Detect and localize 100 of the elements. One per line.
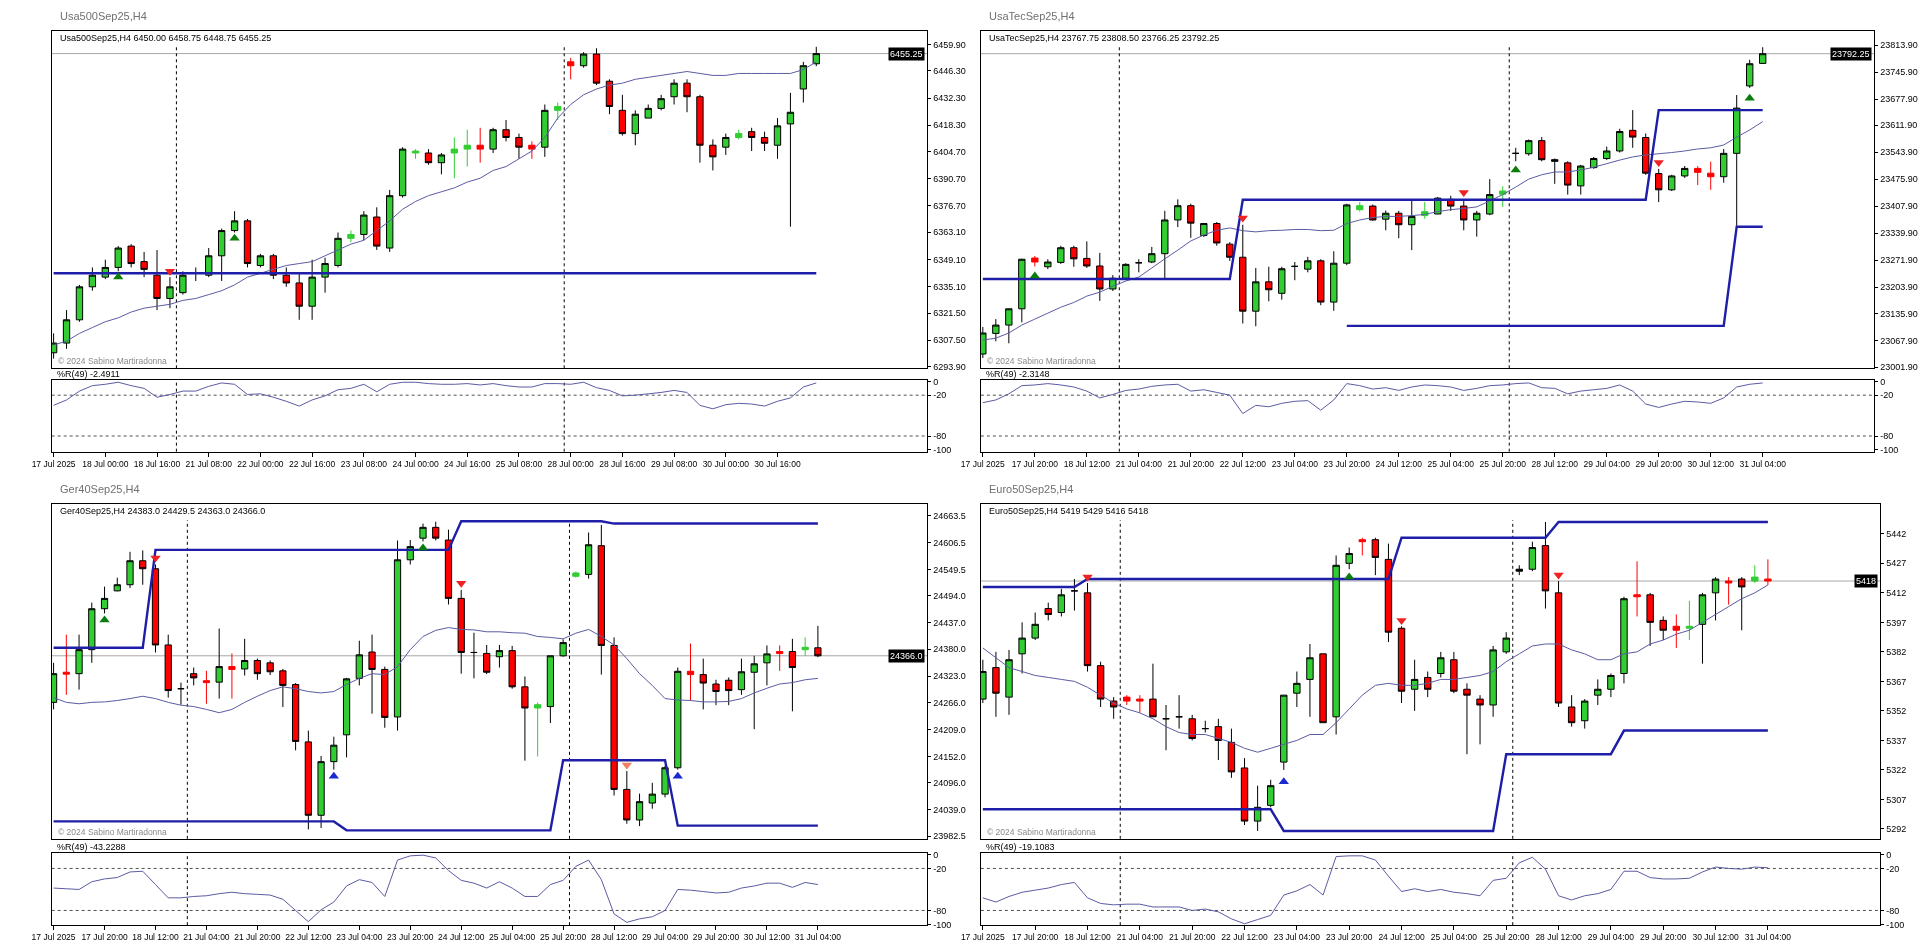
y-tick-label: 0: [1880, 376, 1886, 387]
x-tick-label: 29 Jul 04:00: [1587, 932, 1635, 943]
y-tick-label: 6446.30: [933, 66, 966, 77]
y-tick-label: 23407.90: [1880, 201, 1918, 212]
x-tick-label: 18 Jul 12:00: [1064, 932, 1111, 943]
x-tick-label: 30 Jul 12:00: [1692, 932, 1739, 943]
y-tick-label: 6404.70: [933, 146, 966, 157]
x-tick-label: 17 Jul 20:00: [1011, 458, 1059, 469]
x-tick-label: 18 Jul 12:00: [132, 932, 179, 943]
y-tick-label: 5307: [1886, 794, 1907, 805]
annotation: © 2024 Sabino Martiradonna: [987, 356, 1097, 366]
x-tick-label: 29 Jul 04:00: [1583, 458, 1631, 469]
x-tick-label: 31 Jul 04:00: [794, 932, 842, 943]
x-tick-label: 24 Jul 12:00: [1378, 932, 1425, 943]
y-tick-label: 23067.90: [1880, 336, 1918, 347]
x-tick-label: 25 Jul 04:00: [1427, 458, 1475, 469]
chart-title: Euro50Sep25,H4: [989, 483, 1074, 495]
x-tick-label: 28 Jul 12:00: [1535, 932, 1582, 943]
y-tick-label: 5412: [1886, 587, 1907, 598]
y-tick-label: 5322: [1886, 765, 1907, 776]
y-tick-label: 24606.5: [933, 537, 966, 548]
y-tick-label: -100: [933, 444, 952, 455]
x-tick-label: 29 Jul 08:00: [650, 458, 698, 469]
y-tick-label: 0: [933, 849, 939, 860]
y-tick-label: 6363.10: [933, 227, 966, 238]
y-tick-label: 23001.90: [1880, 362, 1918, 373]
y-tick-label: -80: [1886, 905, 1900, 916]
y-tick-label: -20: [933, 863, 947, 874]
x-tick-label: 28 Jul 12:00: [590, 932, 638, 943]
x-tick-label: 28 Jul 00:00: [547, 458, 595, 469]
chart-title: Usa500Sep25,H4: [60, 10, 147, 22]
x-tick-label: 30 Jul 00:00: [702, 458, 750, 469]
x-tick-label: 18 Jul 16:00: [133, 458, 181, 469]
x-tick-label: 25 Jul 20:00: [1479, 458, 1527, 469]
y-tick-label: 23203.90: [1880, 282, 1918, 293]
y-tick-label: 23611.90: [1880, 120, 1918, 131]
y-tick-label: 6432.30: [933, 93, 966, 104]
y-tick-label: 5382: [1886, 647, 1907, 658]
y-tick-label: 23745.90: [1880, 67, 1918, 78]
x-tick-label: 23 Jul 04:00: [1273, 932, 1321, 943]
chart-title: Ger40Sep25,H4: [60, 483, 140, 495]
x-tick-label: 22 Jul 00:00: [237, 458, 284, 469]
y-tick-label: 6293.90: [933, 361, 966, 372]
x-tick-label: 18 Jul 12:00: [1063, 458, 1111, 469]
chart-title: %R(49) -2.3148: [986, 369, 1050, 379]
x-tick-label: 23 Jul 20:00: [387, 932, 434, 943]
x-tick-label: 30 Jul 12:00: [1687, 458, 1735, 469]
x-tick-label: 30 Jul 12:00: [743, 932, 791, 943]
x-tick-label: 29 Jul 20:00: [1635, 458, 1683, 469]
y-tick-label: 24494.0: [933, 590, 966, 601]
ref-line-label: 5418: [1856, 576, 1877, 586]
y-tick-label: 6418.30: [933, 120, 966, 131]
y-tick-label: -100: [933, 919, 952, 930]
y-tick-label: 23813.90: [1880, 40, 1918, 51]
x-tick-label: 24 Jul 12:00: [438, 932, 485, 943]
x-tick-label: 21 Jul 04:00: [1116, 932, 1164, 943]
y-tick-label: -100: [1886, 919, 1905, 930]
chart-subtitle: Ger40Sep25,H4 24383.0 24429.5 24363.0 24366.0: [60, 506, 266, 516]
x-tick-label: 17 Jul 2025: [960, 458, 1006, 469]
x-tick-label: 31 Jul 04:00: [1739, 458, 1787, 469]
y-tick-label: -20: [1886, 863, 1900, 874]
y-tick-label: 23677.90: [1880, 94, 1918, 105]
x-tick-label: 22 Jul 12:00: [1219, 458, 1267, 469]
y-tick-label: 23339.90: [1880, 228, 1918, 239]
x-tick-label: 17 Jul 20:00: [81, 932, 128, 943]
annotation: © 2024 Sabino Martiradonna: [58, 827, 168, 837]
y-tick-label: 23135.90: [1880, 309, 1918, 320]
y-tick-label: 6390.70: [933, 173, 966, 184]
y-tick-label: 5367: [1886, 676, 1907, 687]
x-tick-label: 21 Jul 08:00: [185, 458, 233, 469]
y-tick-label: 6321.50: [933, 308, 966, 319]
chart-subtitle: Usa500Sep25,H4 6450.00 6458.75 6448.75 6455.25: [60, 33, 272, 43]
y-tick-label: 0: [1886, 849, 1892, 860]
x-tick-label: 31 Jul 04:00: [1744, 932, 1792, 943]
y-tick-label: 6335.10: [933, 281, 966, 292]
x-tick-label: 25 Jul 04:00: [1430, 932, 1478, 943]
y-tick-label: -80: [933, 431, 947, 442]
ref-line-label: 24366.0: [890, 651, 923, 661]
y-tick-label: 23475.90: [1880, 174, 1918, 185]
y-tick-label: 23982.5: [933, 831, 966, 842]
x-tick-label: 25 Jul 20:00: [539, 932, 587, 943]
y-tick-label: 0: [933, 376, 939, 387]
y-tick-label: 24549.5: [933, 564, 966, 575]
y-tick-label: 5397: [1886, 617, 1907, 628]
chart-title: %R(49) -19.1083: [986, 842, 1055, 852]
y-tick-label: -80: [1880, 431, 1894, 442]
x-tick-label: 21 Jul 20:00: [1167, 458, 1215, 469]
y-tick-label: 24266.0: [933, 697, 966, 708]
y-tick-label: 24209.0: [933, 724, 966, 735]
y-tick-label: 5442: [1886, 528, 1907, 539]
x-tick-label: 25 Jul 04:00: [489, 932, 536, 943]
x-tick-label: 22 Jul 12:00: [285, 932, 332, 943]
y-tick-label: 24039.0: [933, 804, 966, 815]
annotation: © 2024 Sabino Martiradonna: [58, 356, 168, 366]
x-tick-label: 23 Jul 20:00: [1323, 458, 1371, 469]
ref-line-label: 23792.25: [1832, 49, 1870, 59]
y-tick-label: -20: [933, 390, 947, 401]
y-tick-label: 5427: [1886, 558, 1907, 569]
x-tick-label: 28 Jul 16:00: [599, 458, 646, 469]
y-tick-label: 24663.5: [933, 510, 966, 521]
